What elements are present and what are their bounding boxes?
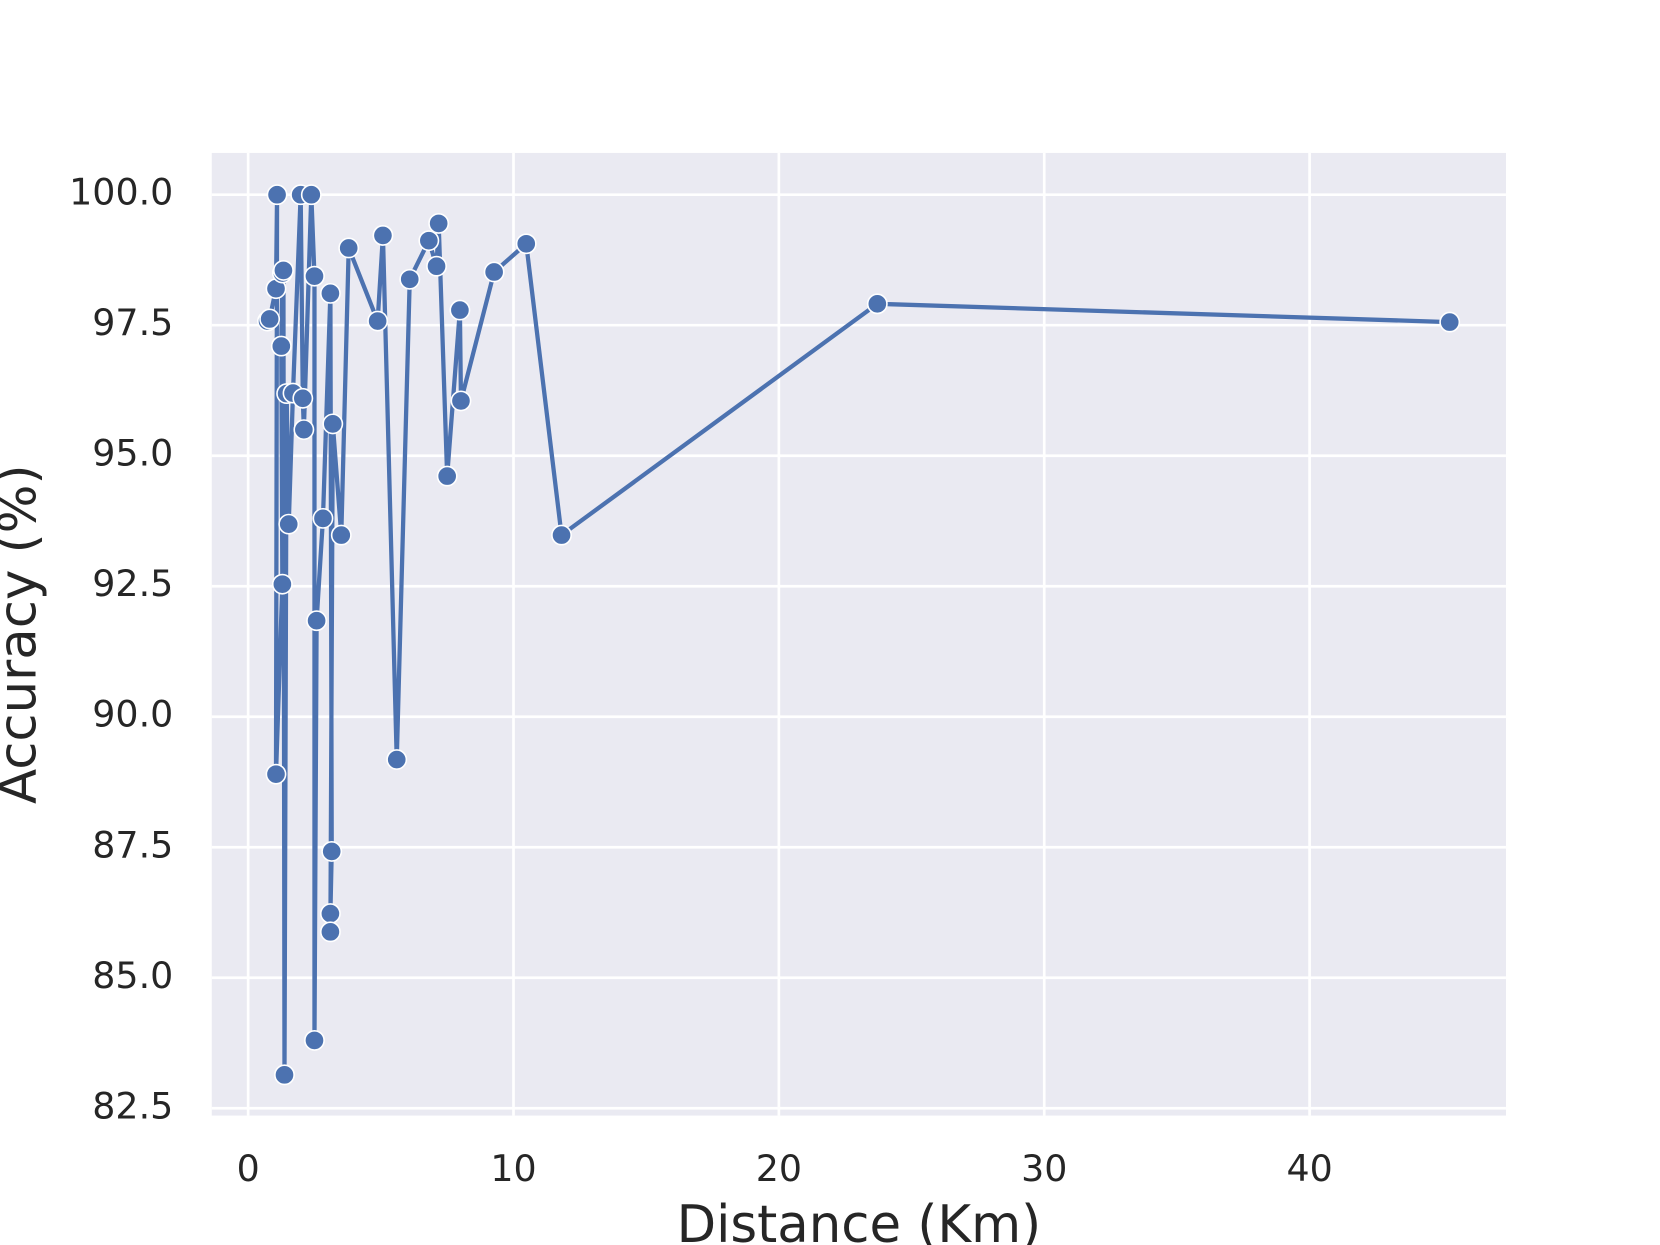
point [449, 299, 471, 321]
y-tick-label: 95.0 [92, 432, 173, 475]
point [266, 184, 288, 206]
y-tick-label: 100.0 [69, 171, 173, 214]
point [306, 610, 328, 632]
point [367, 310, 389, 332]
point [338, 237, 360, 259]
point [515, 233, 537, 255]
point [312, 507, 334, 529]
point [278, 513, 300, 535]
x-tick-label: 0 [237, 1147, 260, 1190]
point [418, 230, 440, 252]
y-tick-label: 90.0 [92, 693, 173, 736]
point [319, 903, 341, 924]
point [300, 184, 322, 206]
point [293, 419, 315, 441]
y-tick-label: 97.5 [92, 301, 173, 344]
point [399, 268, 421, 290]
x-axis-label: Distance (Km) [677, 1195, 1041, 1245]
point [1439, 311, 1461, 333]
point [330, 524, 352, 546]
point [270, 335, 292, 357]
point [304, 265, 325, 287]
point [271, 573, 293, 595]
x-tick-label: 30 [1021, 1147, 1067, 1190]
point [319, 282, 341, 304]
y-tick-label: 87.5 [92, 823, 173, 866]
point [272, 259, 294, 281]
x-tick-label: 20 [756, 1147, 802, 1190]
y-tick-label: 92.5 [92, 562, 173, 605]
point [321, 841, 343, 862]
point [866, 293, 888, 315]
x-tick-label: 40 [1286, 1147, 1332, 1190]
point [259, 308, 281, 330]
point [483, 261, 505, 283]
point [372, 225, 394, 246]
point [274, 1064, 295, 1086]
point [304, 1029, 325, 1051]
y-tick-label: 85.0 [92, 954, 173, 997]
point [436, 465, 458, 487]
x-tick-label: 10 [490, 1147, 536, 1190]
point [322, 413, 344, 435]
point [319, 921, 341, 943]
point [386, 749, 408, 770]
point [551, 524, 572, 546]
y-axis-label: Accuracy (%) [0, 465, 48, 804]
point [265, 763, 287, 785]
point [292, 387, 314, 409]
point [426, 255, 447, 277]
plot-background [211, 152, 1506, 1116]
y-tick-label: 82.5 [92, 1084, 173, 1127]
point [450, 390, 472, 412]
point [428, 212, 450, 234]
